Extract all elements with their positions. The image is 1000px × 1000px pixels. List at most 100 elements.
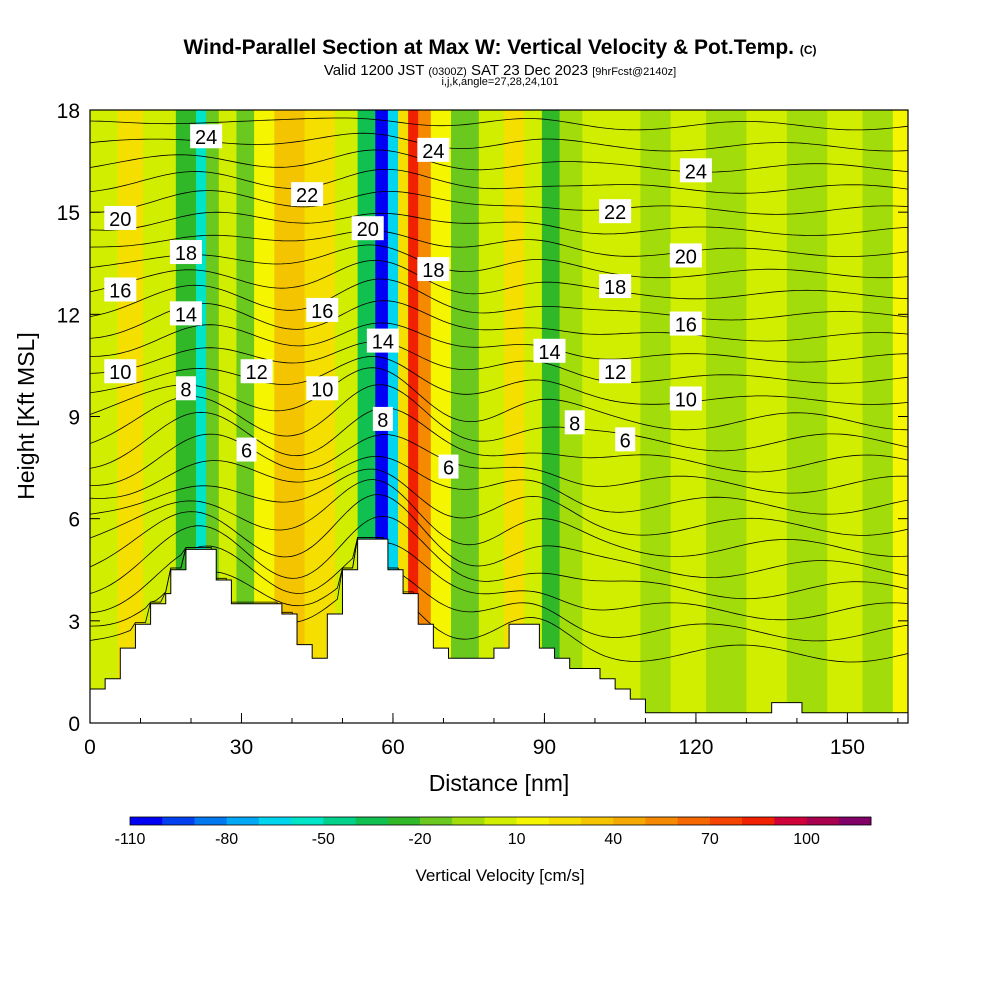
velocity-band xyxy=(746,110,788,723)
contour-label-text: 24 xyxy=(685,161,707,183)
contour-label-box xyxy=(169,240,202,265)
x-tick-label: 150 xyxy=(830,736,865,759)
contour-label-text: 6 xyxy=(241,441,252,463)
isentrope-line xyxy=(90,537,908,621)
contour-label-text: 20 xyxy=(675,246,697,268)
colorbar-label: 100 xyxy=(793,831,820,848)
isentrope-line xyxy=(90,190,908,215)
contour-label-text: 22 xyxy=(604,202,626,224)
contour-label-text: 12 xyxy=(246,362,268,384)
isentrope-line xyxy=(90,98,908,109)
x-axis: 0 30 60 90 120 150 xyxy=(84,713,899,759)
colorbar-swatch xyxy=(613,817,646,825)
contour-label: 24 xyxy=(417,137,450,163)
isentrope-line xyxy=(90,455,908,515)
colorbar-swatch xyxy=(452,817,485,825)
contour-label-box xyxy=(564,410,585,435)
valid-utc: (0300Z) xyxy=(428,66,467,78)
isentrope-line xyxy=(90,211,908,236)
contour-label: 18 xyxy=(599,274,632,299)
velocity-band xyxy=(451,110,480,723)
contour-label-text: 18 xyxy=(422,260,444,282)
isentrope-line xyxy=(90,537,908,642)
isentrope-line xyxy=(90,300,908,342)
colorbar: -110 -80 -50 -20 10 40 70 100 xyxy=(115,816,872,848)
contour-label: 6 xyxy=(236,437,257,463)
contour-label-text: 10 xyxy=(675,389,697,411)
contour-label: 24 xyxy=(679,158,712,183)
contour-label-box xyxy=(417,137,450,162)
colorbar-frame xyxy=(129,816,872,826)
chart-indices: i,j,k,angle=27,28,24,101 xyxy=(441,76,559,88)
contour-label-box xyxy=(104,359,137,384)
contour-label: 20 xyxy=(669,243,702,268)
isentrope-line xyxy=(90,259,908,300)
contour-label-box xyxy=(615,427,636,452)
isentrope-line xyxy=(90,149,908,173)
contour-label: 18 xyxy=(169,240,202,265)
contour-label-box xyxy=(190,124,223,149)
y-tick-label: 15 xyxy=(57,202,80,225)
contour-label-box xyxy=(104,205,137,230)
velocity-band xyxy=(478,110,505,723)
contour-label: 8 xyxy=(564,410,585,435)
contour-label: 8 xyxy=(175,376,196,401)
velocity-band xyxy=(408,110,419,723)
contour-label-box xyxy=(669,243,702,268)
colorbar-swatch xyxy=(677,817,711,825)
contour-label-text: 12 xyxy=(604,362,626,384)
colorbar-swatch xyxy=(548,817,582,825)
colorbar-label: -20 xyxy=(408,831,431,848)
colorbar-swatch xyxy=(226,817,260,825)
isentrope-line xyxy=(90,341,908,384)
contour-label-text: 22 xyxy=(296,185,318,207)
contour-label: 22 xyxy=(599,199,632,224)
contour-label: 6 xyxy=(615,427,636,452)
potential-temperature-contours xyxy=(90,98,908,663)
terrain xyxy=(90,538,908,723)
x-tick-label: 60 xyxy=(381,736,404,759)
contour-label: 8 xyxy=(372,406,393,432)
forecast-info: [9hrFcst@2140z] xyxy=(592,66,677,78)
colorbar-label: -80 xyxy=(215,831,238,848)
chart-title: Wind-Parallel Section at Max W: Vertical… xyxy=(183,36,817,59)
colorbar-label: 40 xyxy=(604,831,622,848)
contour-label: 14 xyxy=(533,338,566,364)
colorbar-swatch xyxy=(484,817,518,825)
contour-label-box xyxy=(417,257,450,282)
x-tick-label: 120 xyxy=(678,736,713,759)
colorbar-swatch xyxy=(838,817,872,825)
contour-label-box xyxy=(438,454,459,479)
isentrope-line xyxy=(90,384,908,452)
contour-label-text: 20 xyxy=(109,209,131,231)
isentrope-line xyxy=(90,117,908,131)
colorbar-swatch xyxy=(806,817,840,825)
colorbar-swatch xyxy=(130,817,163,825)
isentrope-line xyxy=(90,515,908,600)
contour-label-box xyxy=(169,301,202,326)
isentrope-line xyxy=(90,537,908,663)
colorbar-swatch xyxy=(387,817,421,825)
colorbar-label: 70 xyxy=(701,831,719,848)
velocity-band xyxy=(196,110,207,723)
velocity-band xyxy=(524,110,543,723)
velocity-band xyxy=(640,110,672,723)
isentrope-line xyxy=(90,132,908,152)
velocity-band xyxy=(541,110,561,723)
velocity-band xyxy=(100,110,119,723)
contour-label-box xyxy=(372,406,393,431)
isentrope-line xyxy=(90,355,908,405)
contour-label: 20 xyxy=(351,216,384,241)
contour-label: 16 xyxy=(669,311,702,337)
isentrope-line xyxy=(90,169,908,194)
contour-label-text: 8 xyxy=(377,410,388,432)
contour-label: 20 xyxy=(104,205,137,231)
contour-label-text: 16 xyxy=(675,315,697,337)
colorbar-swatch xyxy=(355,817,389,825)
contour-label-text: 8 xyxy=(180,379,191,401)
colorbar-swatch xyxy=(291,817,324,825)
velocity-band xyxy=(218,110,238,723)
contour-label: 14 xyxy=(366,328,399,354)
x-tick-label: 0 xyxy=(84,736,96,759)
contour-label-box xyxy=(599,359,632,384)
